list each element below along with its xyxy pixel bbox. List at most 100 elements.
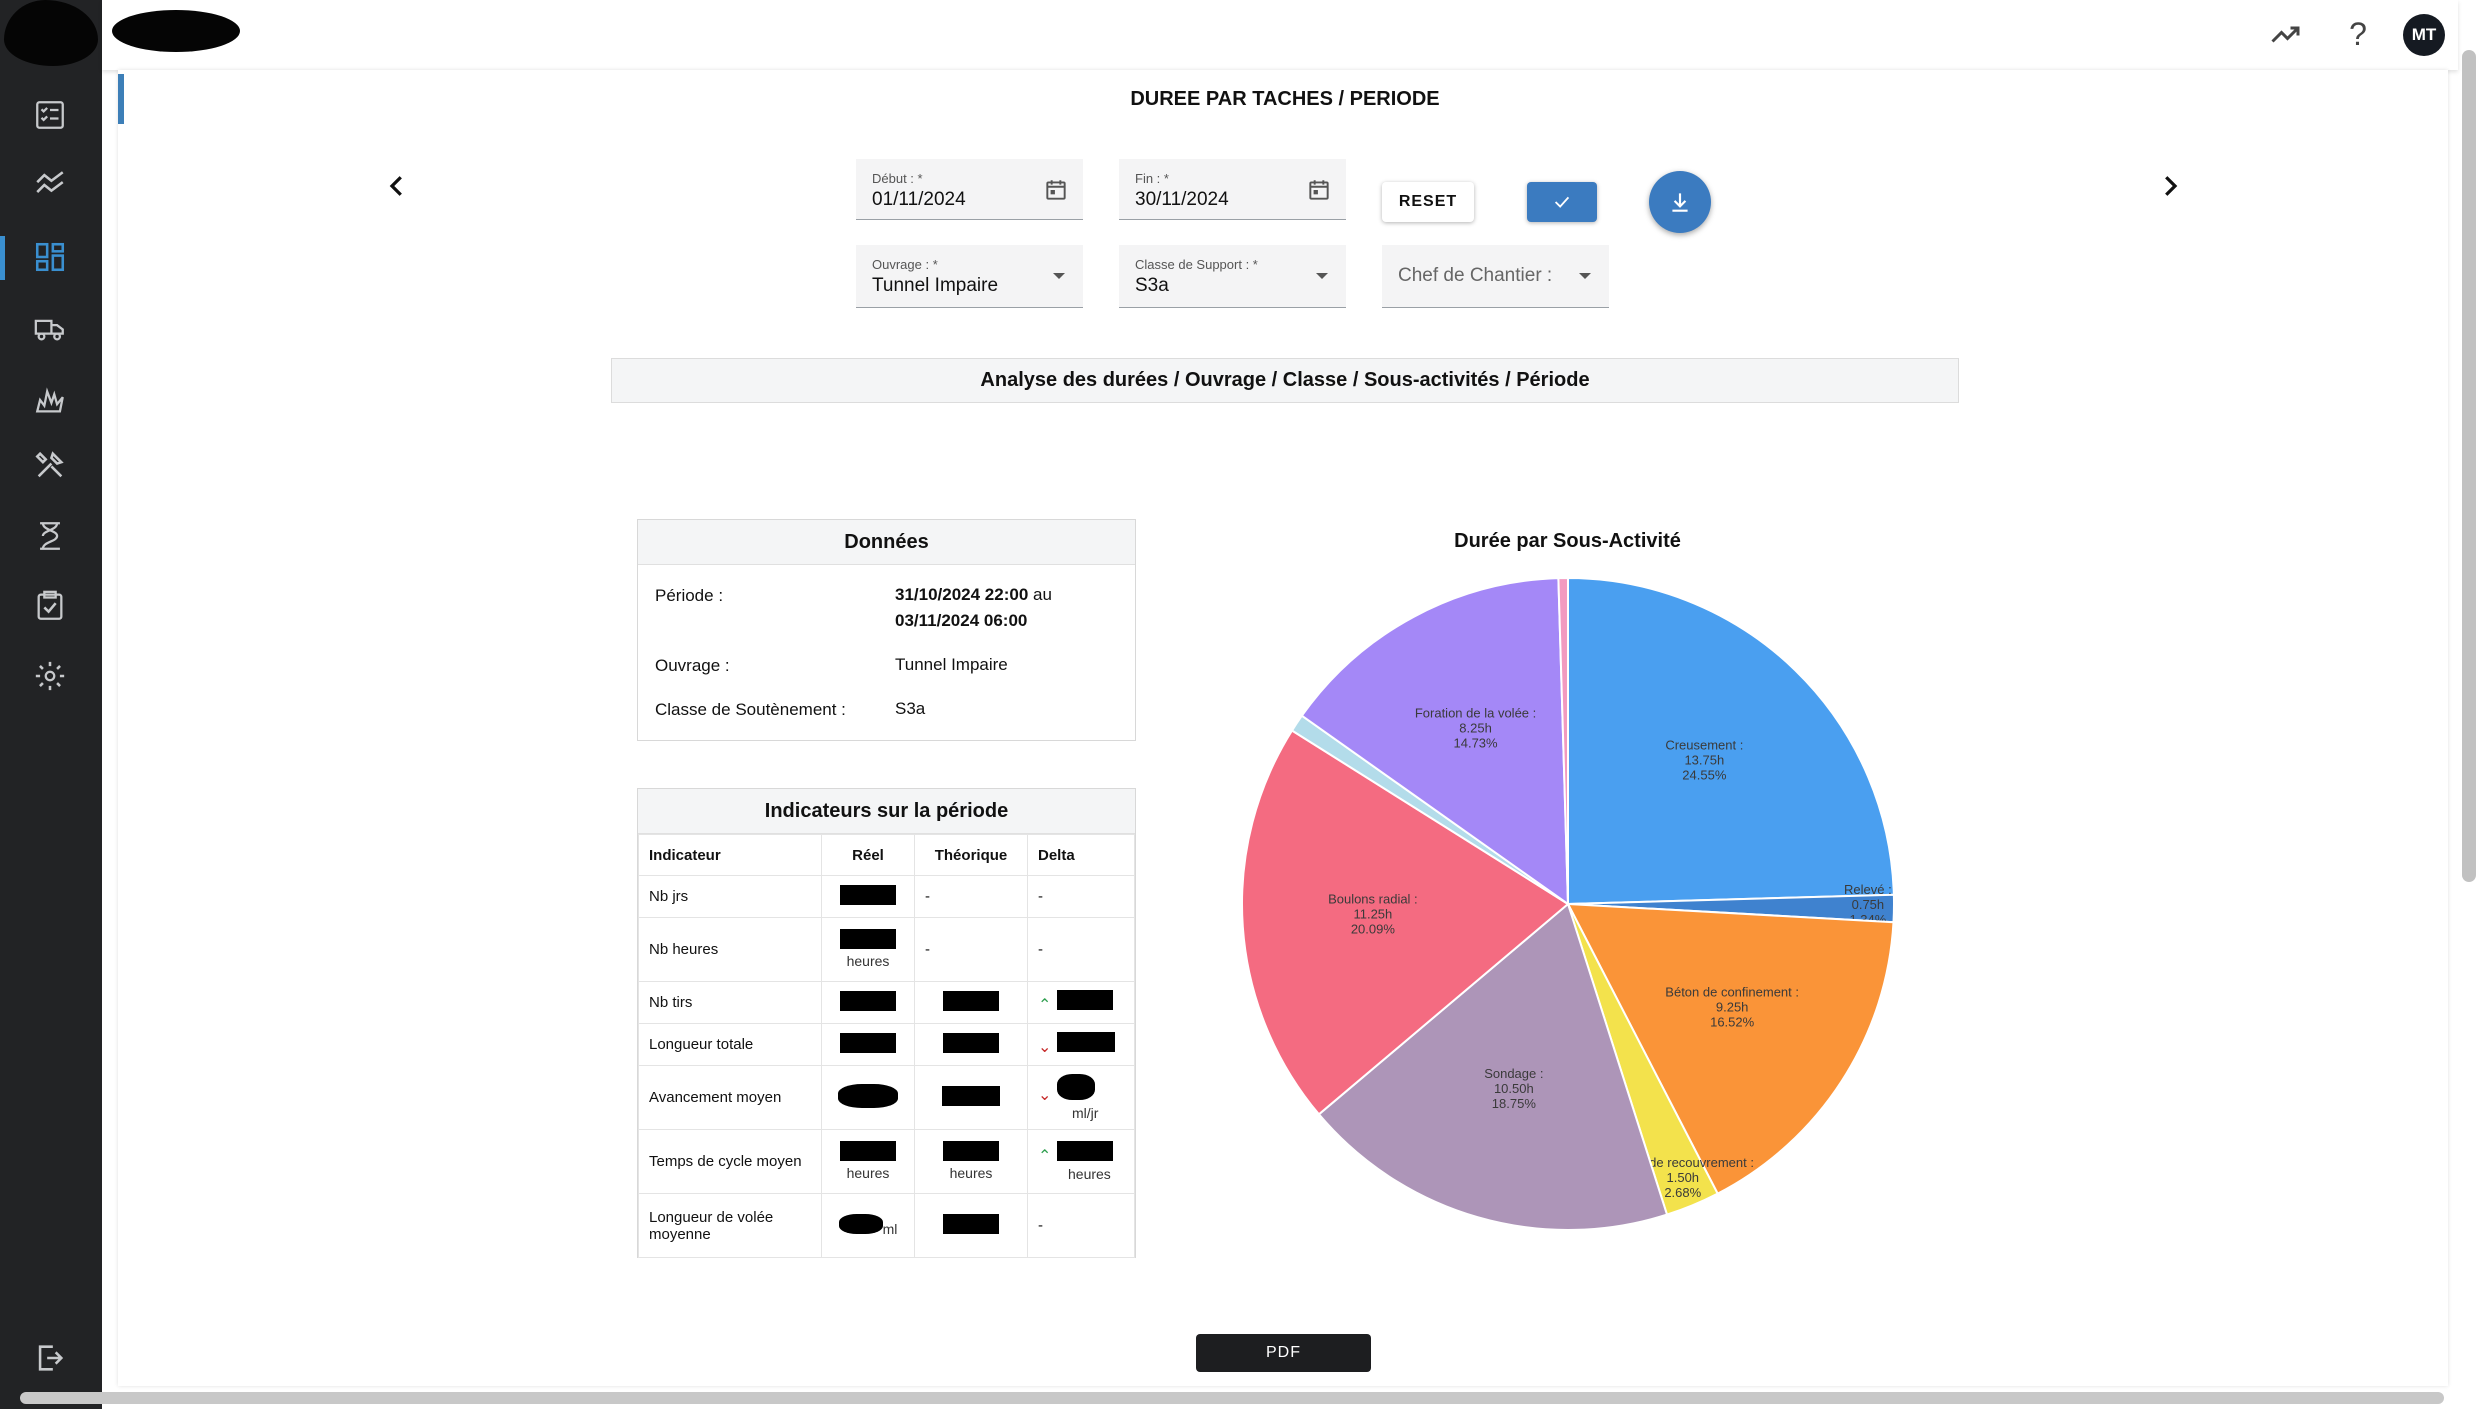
download-button[interactable] <box>1649 171 1711 233</box>
real-value <box>821 981 915 1024</box>
support-class-info-label: Classe de Soutènement : <box>655 700 846 719</box>
redacted-value <box>943 1141 999 1161</box>
ouvrage-value: Tunnel Impaire <box>872 275 999 296</box>
trend-lines-icon <box>36 171 64 193</box>
real-value: ml <box>821 1193 915 1258</box>
pie-slice[interactable] <box>1317 902 1669 1231</box>
apply-filters-button[interactable] <box>1527 182 1597 222</box>
pie-slice[interactable] <box>1241 729 1570 1116</box>
unit-label: heures <box>949 1165 993 1181</box>
period-value: 31/10/2024 22:00 au 03/11/2024 06:00 <box>895 582 1052 634</box>
end-date-field[interactable]: Fin : * 30/11/2024 <box>1119 159 1346 220</box>
real-value: heures <box>821 1129 915 1194</box>
indicators-card-title: Indicateurs sur la période <box>638 789 1135 834</box>
calendar-icon[interactable] <box>1043 177 1069 203</box>
pdf-export-button[interactable]: PDF <box>1196 1334 1371 1372</box>
company-logo <box>112 10 240 52</box>
real-value: heures <box>821 917 915 982</box>
redacted-value <box>1057 990 1114 1010</box>
pie-chart: Creusement :13.75h 24.55%Relevé :0.75h 1.3… <box>1241 576 1895 1231</box>
app-logo <box>4 0 98 66</box>
ouvrage-info-label: Ouvrage : <box>655 656 730 675</box>
theoretical-value: - <box>914 917 1028 982</box>
clipboard-check-icon <box>37 590 63 620</box>
period-start: 31/10/2024 22:00 <box>895 585 1029 604</box>
redacted-value <box>942 1085 1000 1106</box>
redacted-value <box>840 929 896 949</box>
redacted-value <box>943 990 999 1011</box>
help-button[interactable]: ? <box>2338 14 2378 54</box>
help-icon: ? <box>2349 15 2367 52</box>
accent-bar <box>118 74 124 124</box>
pie-slice[interactable] <box>1567 576 1895 906</box>
table-row: Avancement moyen ⌄ ml/jr <box>638 1065 1135 1130</box>
redacted-value <box>838 1213 883 1234</box>
redacted-value <box>943 1032 999 1053</box>
logout-button[interactable] <box>28 1336 72 1380</box>
redacted-value <box>840 884 896 905</box>
real-value <box>821 1023 915 1066</box>
logout-icon <box>38 1345 64 1371</box>
data-card: Données Période : 31/10/2024 22:00 au 03… <box>637 519 1136 741</box>
period-label: Période : <box>655 586 724 605</box>
table-row: Nb jrs - - <box>638 875 1135 918</box>
pie-slice[interactable] <box>1300 577 1570 906</box>
next-period-button[interactable] <box>2150 166 2190 206</box>
pie-slice[interactable] <box>1566 902 1895 1195</box>
theoretical-value <box>914 1023 1028 1066</box>
user-avatar[interactable]: MT <box>2403 14 2445 56</box>
redacted-value <box>838 1083 898 1108</box>
analysis-section-title: Analyse des durées / Ouvrage / Classe / … <box>611 358 1959 403</box>
top-bar <box>102 0 2458 70</box>
sidebar-item-tools[interactable] <box>28 443 72 487</box>
unit-label: ml <box>882 1220 898 1237</box>
indicators-card: Indicateurs sur la période Indicateur Ré… <box>637 788 1136 1258</box>
sidebar-item-checklist[interactable] <box>28 93 72 137</box>
chevron-right-icon <box>2165 176 2178 196</box>
real-value <box>821 875 915 918</box>
redacted-value <box>1057 1032 1116 1052</box>
horizontal-scrollbar[interactable] <box>20 1392 2444 1404</box>
ouvrage-select[interactable]: Ouvrage : * Tunnel Impaire <box>856 245 1083 308</box>
period-separator: au <box>1028 585 1052 604</box>
indicator-label: Nb tirs <box>638 981 822 1024</box>
pie-slice[interactable] <box>1557 576 1569 905</box>
support-class-select[interactable]: Classe de Support : * S3a <box>1119 245 1346 308</box>
sidebar-item-dashboard[interactable] <box>28 235 72 279</box>
vertical-scrollbar[interactable] <box>2462 50 2476 882</box>
delta-value: - <box>1027 1193 1135 1258</box>
table-row: Nb tirs ⌃ <box>638 981 1135 1024</box>
sidebar-item-settings[interactable] <box>28 654 72 698</box>
indicator-label: Temps de cycle moyen <box>638 1129 822 1194</box>
sidebar-item-blasting[interactable] <box>28 378 72 422</box>
theoretical-value <box>914 1065 1028 1130</box>
start-date-field[interactable]: Début : * 01/11/2024 <box>856 159 1083 220</box>
redacted-value <box>1057 1073 1096 1100</box>
delta-value: ⌃ <box>1027 981 1135 1024</box>
slice-label: Creusement :13.75h 24.55% <box>1665 738 1743 783</box>
download-icon <box>1672 193 1688 212</box>
check-icon <box>1554 196 1570 208</box>
chevron-down-icon <box>1053 273 1065 279</box>
indicator-label: Nb heures <box>638 917 822 982</box>
slice-label: Béton de confinement :9.25h 16.52% <box>1665 984 1799 1029</box>
sidebar-item-vehicles[interactable] <box>28 306 72 350</box>
site-manager-select[interactable]: Chef de Chantier : <box>1382 245 1609 308</box>
trending-up-icon <box>2271 26 2300 43</box>
indicators-table: Indicateur Réel Théorique Delta Nb jrs -… <box>638 834 1135 1258</box>
stats-button[interactable] <box>2266 14 2306 54</box>
delta-value: ⌄ <box>1027 1023 1135 1066</box>
previous-period-button[interactable] <box>377 166 417 206</box>
support-class-label: Classe de Support : * <box>1135 257 1258 272</box>
sidebar-item-trends[interactable] <box>28 163 72 207</box>
sidebar-item-timing[interactable] <box>28 514 72 558</box>
dashboard-grid-icon <box>35 242 65 272</box>
slice-label: Sondage :10.50h 18.75% <box>1484 1066 1543 1111</box>
calendar-icon[interactable] <box>1306 177 1332 203</box>
unit-label: heures <box>846 1165 890 1181</box>
sidebar-item-validation[interactable] <box>28 584 72 628</box>
reset-button[interactable]: RESET <box>1382 182 1474 222</box>
truck-icon <box>34 319 64 341</box>
support-class-value: S3a <box>1135 275 1169 296</box>
period-end: 03/11/2024 06:00 <box>895 611 1028 630</box>
